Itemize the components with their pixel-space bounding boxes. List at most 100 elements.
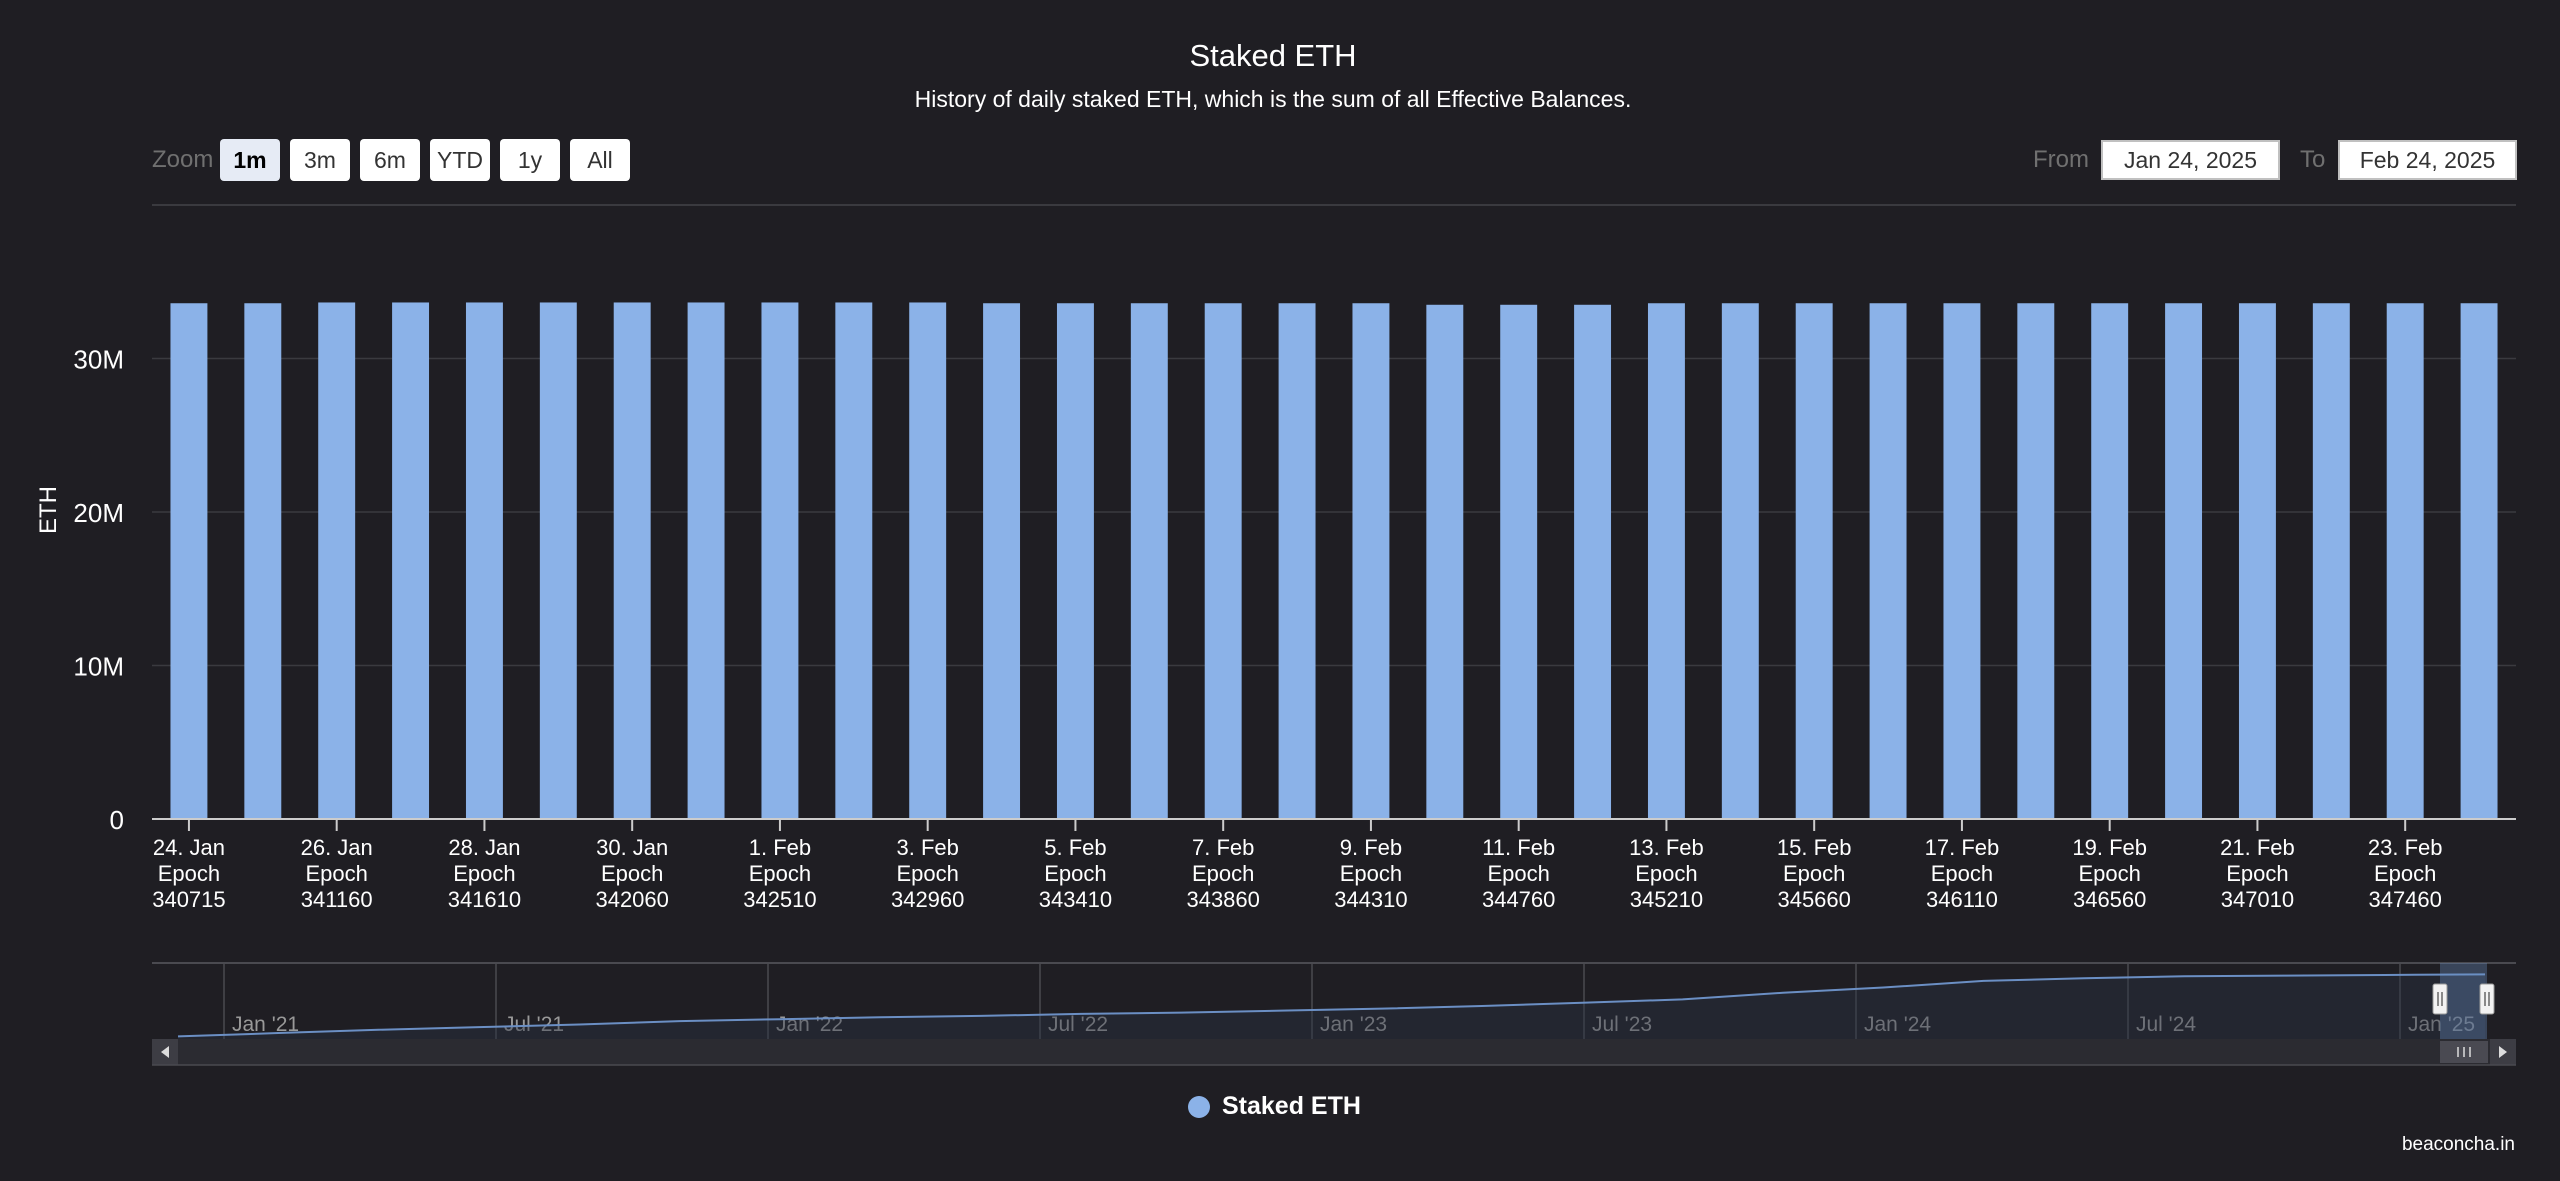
navigator-x-label: Jan '25 — [2408, 1013, 2475, 1036]
x-tick-label: Epoch — [2226, 861, 2288, 886]
x-tick-label: 5. Feb — [1044, 835, 1106, 860]
x-tick-label: 346110 — [1926, 887, 1998, 912]
bar[interactable] — [2165, 303, 2203, 819]
x-tick-label: Epoch — [1635, 861, 1697, 886]
bar[interactable] — [1130, 303, 1168, 819]
bar[interactable] — [835, 302, 873, 819]
bar[interactable] — [1352, 303, 1390, 819]
range-from-input[interactable]: Jan 24, 2025 — [2101, 140, 2280, 180]
navigator-x-label: Jul '23 — [1592, 1013, 1652, 1036]
bar[interactable] — [909, 302, 947, 819]
bar[interactable] — [2312, 303, 2350, 819]
y-tick-label: 20M — [73, 498, 124, 528]
navigator-selection[interactable] — [2440, 963, 2487, 1039]
x-tick-label: 23. Feb — [2368, 835, 2443, 860]
bar[interactable] — [1056, 303, 1094, 819]
y-axis-ticks: 0 10M 20M 30M — [73, 345, 124, 836]
x-tick-label: Epoch — [2078, 861, 2140, 886]
x-tick-label: 345210 — [1630, 887, 1703, 912]
x-tick-label: 343410 — [1039, 887, 1112, 912]
zoom-6m-button[interactable]: 6m — [360, 139, 420, 181]
x-tick-label: 11. Feb — [1482, 835, 1555, 860]
bars — [170, 302, 2498, 819]
bar[interactable] — [1943, 303, 1981, 819]
range-to-label: To — [2300, 146, 2326, 173]
x-tick-label: Epoch — [896, 861, 958, 886]
x-tick-label: 347460 — [2368, 887, 2441, 912]
chart-title: Staked ETH — [1189, 38, 1357, 73]
x-tick-label: Epoch — [601, 861, 663, 886]
credit-text: beaconcha.in — [2401, 1134, 2515, 1155]
zoom-1y-button[interactable]: 1y — [500, 139, 560, 181]
range-to-input[interactable]: Feb 24, 2025 — [2338, 140, 2517, 180]
chart-subtitle: History of daily staked ETH, which is th… — [914, 86, 1632, 112]
x-tick-label: 341610 — [448, 887, 521, 912]
x-tick-label: 19. Feb — [2072, 835, 2147, 860]
gridlines — [152, 357, 2516, 667]
bar[interactable] — [2460, 303, 2498, 819]
bar[interactable] — [2238, 303, 2276, 819]
bar[interactable] — [465, 302, 503, 819]
bar[interactable] — [1278, 303, 1316, 819]
y-tick-label: 30M — [73, 345, 124, 375]
bar[interactable] — [318, 302, 356, 819]
x-tick-label: 342510 — [743, 887, 816, 912]
scroll-right-arrow-icon — [2499, 1046, 2507, 1058]
legend-label: Staked ETH — [1222, 1092, 1361, 1120]
zoom-ytd-button[interactable]: YTD — [430, 139, 490, 181]
x-tick-label: 347010 — [2221, 887, 2294, 912]
x-tick-label: Epoch — [305, 861, 367, 886]
bar[interactable] — [1426, 304, 1464, 819]
bar[interactable] — [539, 302, 577, 819]
navigator-x-label: Jan '23 — [1320, 1013, 1387, 1036]
navigator-x-label: Jan '24 — [1864, 1013, 1931, 1036]
navigator-handle[interactable] — [2432, 983, 2448, 1015]
bar[interactable] — [1204, 303, 1242, 819]
navigator-handle[interactable] — [2479, 983, 2495, 1015]
bar[interactable] — [1795, 303, 1833, 819]
x-tick-label: 342060 — [595, 887, 668, 912]
bar[interactable] — [170, 303, 208, 819]
legend-item-staked-eth[interactable]: Staked ETH — [1188, 1092, 1361, 1121]
bar[interactable] — [1721, 303, 1759, 819]
scrollbar-track[interactable] — [152, 1039, 2516, 1065]
x-tick-label: 7. Feb — [1192, 835, 1254, 860]
x-tick-label: 17. Feb — [1925, 835, 2000, 860]
x-tick-label: Epoch — [1340, 861, 1402, 886]
bar[interactable] — [613, 302, 651, 819]
bar[interactable] — [983, 303, 1021, 819]
bar[interactable] — [1574, 304, 1612, 819]
zoom-3m-button[interactable]: 3m — [290, 139, 350, 181]
x-tick-label: 21. Feb — [2220, 835, 2295, 860]
x-tick-label: Epoch — [1931, 861, 1993, 886]
legend-dot-icon — [1188, 1095, 1210, 1118]
x-tick-label: 345660 — [1777, 887, 1850, 912]
bar[interactable] — [392, 302, 430, 819]
x-tick-label: Epoch — [1487, 861, 1549, 886]
bar[interactable] — [1647, 303, 1685, 819]
x-tick-label: 344760 — [1482, 887, 1555, 912]
bar[interactable] — [687, 302, 725, 819]
zoom-label: Zoom — [152, 146, 214, 173]
bar[interactable] — [2091, 303, 2129, 819]
bar[interactable] — [2017, 303, 2055, 819]
x-tick-label: Epoch — [1044, 861, 1106, 886]
x-tick-label: 342960 — [891, 887, 964, 912]
y-tick-label: 10M — [73, 652, 124, 682]
scroll-left-arrow-icon — [161, 1046, 169, 1058]
navigator[interactable]: Jan '21 Jul '21 Jan '22 Jul '22 Jan '23 Jul '… — [152, 962, 2516, 1066]
bar[interactable] — [1869, 303, 1907, 819]
x-tick-label: 24. Jan — [153, 835, 225, 860]
bar[interactable] — [1500, 304, 1538, 819]
x-tick-label: Epoch — [1783, 861, 1845, 886]
x-tick-label: 1. Feb — [749, 835, 811, 860]
zoom-1m-button[interactable]: 1m — [220, 139, 280, 181]
bar[interactable] — [2386, 303, 2424, 819]
zoom-all-button[interactable]: All — [570, 139, 630, 181]
x-tick-label: 13. Feb — [1629, 835, 1704, 860]
bar[interactable] — [761, 302, 799, 819]
navigator-x-label: Jul '21 — [504, 1013, 564, 1036]
navigator-area — [178, 974, 2485, 1039]
bar[interactable] — [244, 303, 282, 819]
